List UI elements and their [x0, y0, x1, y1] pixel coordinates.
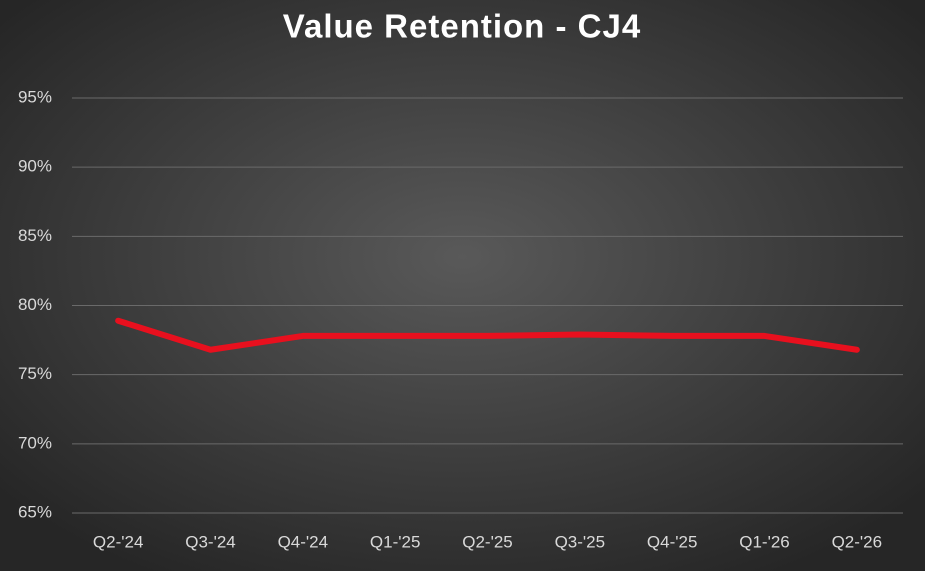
- x-tick-label: Q2-'24: [93, 532, 144, 551]
- chart-title: Value Retention - CJ4: [283, 8, 641, 45]
- x-tick-label: Q2-'25: [462, 532, 513, 551]
- y-tick-label: 90%: [18, 157, 52, 176]
- y-tick-label: 75%: [18, 364, 52, 383]
- x-tick-label: Q1-'25: [370, 532, 421, 551]
- x-tick-label: Q1-'26: [739, 532, 790, 551]
- x-tick-label: Q3-'25: [555, 532, 606, 551]
- x-tick-label: Q4-'25: [647, 532, 698, 551]
- y-tick-label: 80%: [18, 295, 52, 314]
- series-line: [115, 317, 860, 353]
- x-tick-label: Q4-'24: [278, 532, 329, 551]
- y-tick-label: 70%: [18, 433, 52, 452]
- x-tick-label: Q3-'24: [185, 532, 236, 551]
- y-tick-label: 95%: [18, 87, 52, 106]
- y-tick-label: 65%: [18, 502, 52, 521]
- x-tick-label: Q2-'26: [832, 532, 883, 551]
- y-tick-label: 85%: [18, 226, 52, 245]
